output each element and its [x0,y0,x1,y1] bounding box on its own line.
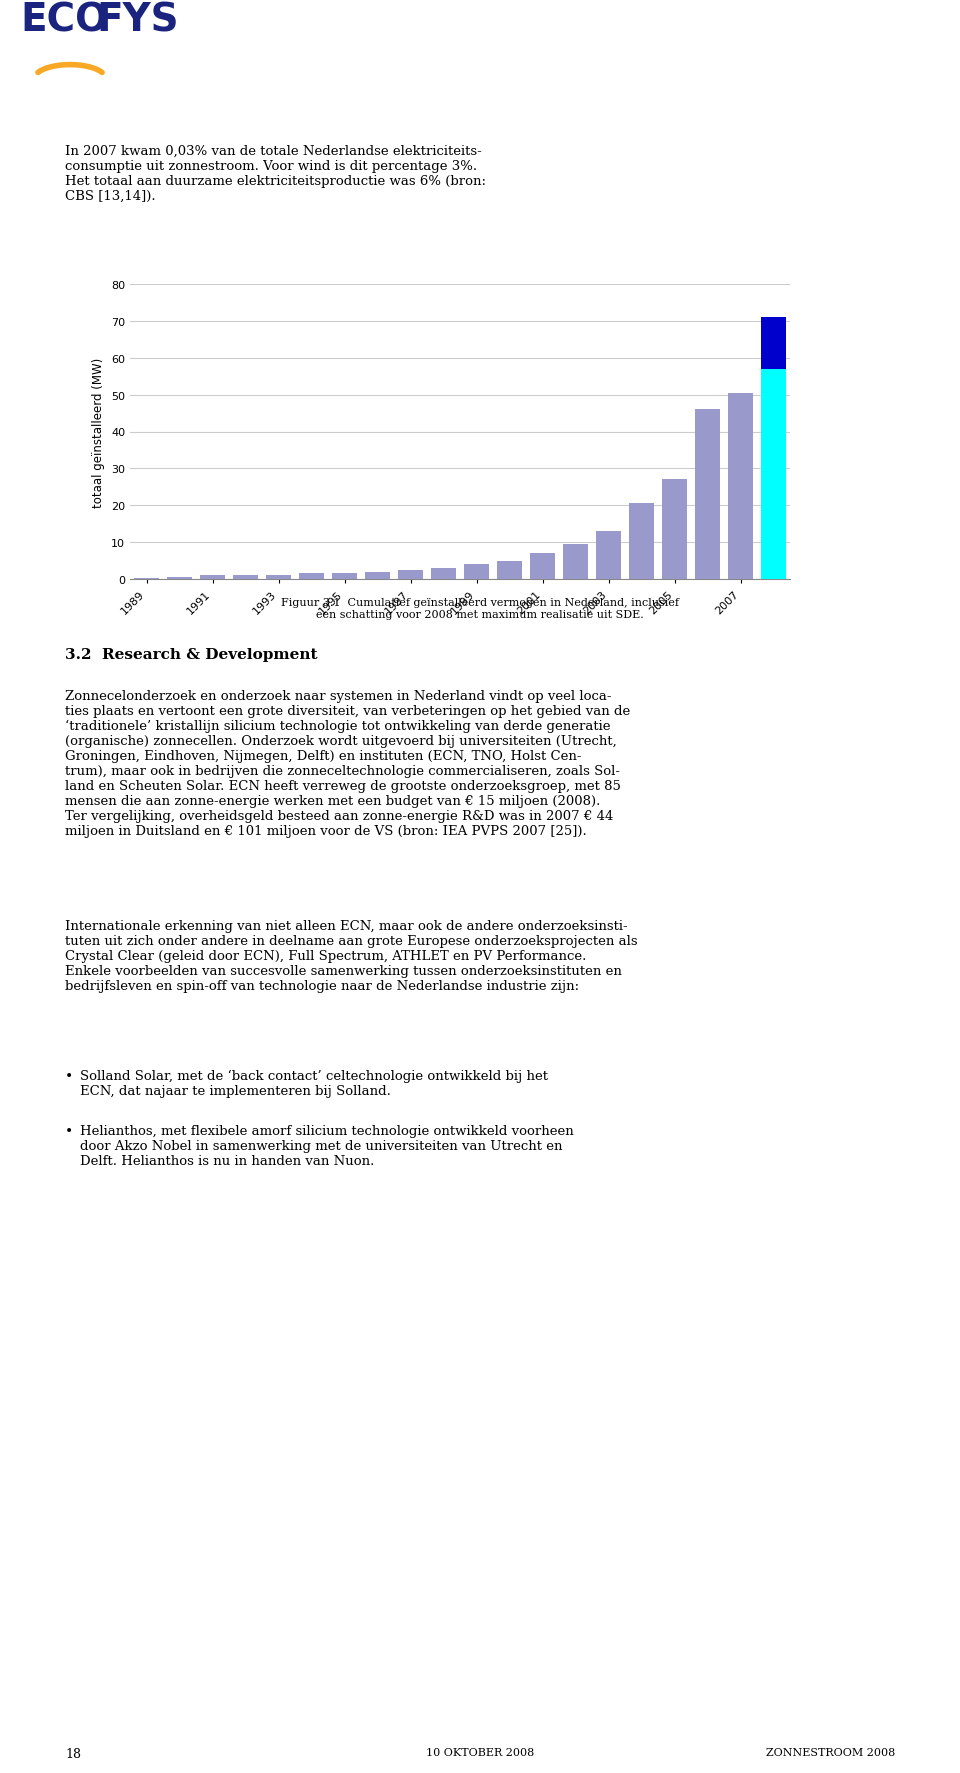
Bar [629,504,654,580]
Text: 3.2  Research & Development: 3.2 Research & Development [65,647,318,661]
Bar [662,480,686,580]
Bar [728,394,753,580]
Text: In 2007 kwam 0,03% van de totale Nederlandse elektriciteits-
consumptie uit zonn: In 2007 kwam 0,03% van de totale Nederla… [65,145,486,202]
Bar [200,576,225,580]
Text: Internationale erkenning van niet alleen ECN, maar ook de andere onderzoeksinsti: Internationale erkenning van niet alleen… [65,920,637,993]
Bar [167,578,192,580]
Bar [530,553,555,580]
Bar [464,566,489,580]
Bar [431,569,456,580]
Bar [365,573,390,580]
Bar [761,369,786,580]
Bar [233,576,258,580]
Bar [497,562,522,580]
Text: ECO: ECO [20,2,108,41]
Bar [564,544,588,580]
Text: 10 OKTOBER 2008: 10 OKTOBER 2008 [426,1746,534,1757]
Bar [596,532,621,580]
Text: •: • [65,1069,73,1083]
Bar [266,574,291,580]
Text: Zonnecelonderzoek en onderzoek naar systemen in Nederland vindt op veel loca-
ti: Zonnecelonderzoek en onderzoek naar syst… [65,690,631,839]
Bar [761,317,786,369]
Text: Solland Solar, met de ‘back contact’ celtechnologie ontwikkeld bij het
ECN, dat : Solland Solar, met de ‘back contact’ cel… [80,1069,548,1097]
Text: Helianthos, met flexibele amorf silicium technologie ontwikkeld voorheen
door Ak: Helianthos, met flexibele amorf silicium… [80,1124,574,1167]
Y-axis label: totaal geïnstalleerd (MW): totaal geïnstalleerd (MW) [92,356,106,507]
Bar [695,410,720,580]
Text: •: • [65,1124,73,1138]
Text: FYS: FYS [96,2,179,41]
Bar [332,574,357,580]
Text: 18: 18 [65,1746,81,1761]
Bar [398,571,422,580]
Text: ZONNESTROOM 2008: ZONNESTROOM 2008 [766,1746,895,1757]
Bar [300,574,324,580]
Text: Figuur 3.1  Cumulatief geïnstalleerd vermogen in Nederland, inclusief
een schatt: Figuur 3.1 Cumulatief geïnstalleerd verm… [281,598,679,619]
